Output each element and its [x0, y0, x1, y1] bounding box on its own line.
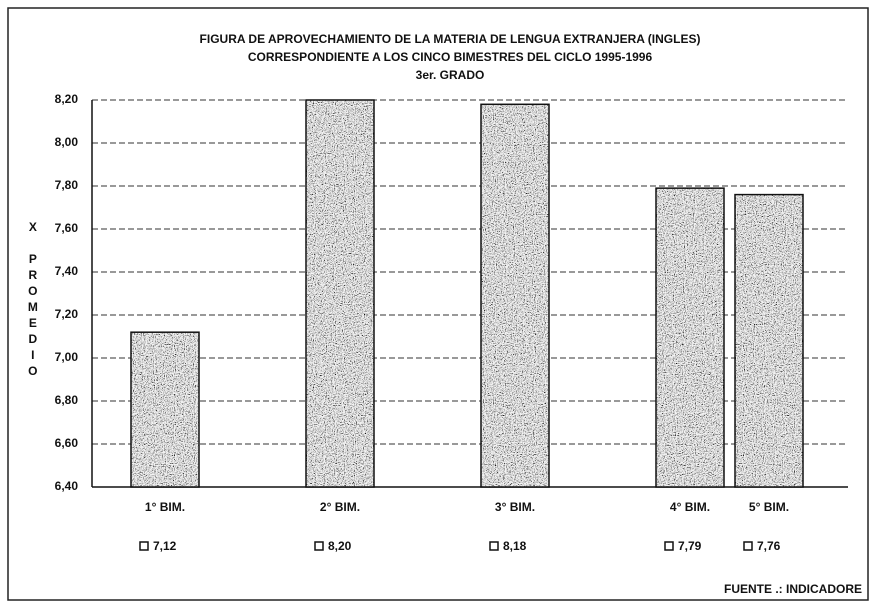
- y-axis-label: X PROMEDIO: [26, 220, 40, 380]
- bar: [305, 99, 375, 488]
- y-tick-label: 8,00: [55, 135, 79, 149]
- chart-title: CORRESPONDIENTE A LOS CINCO BIMESTRES DE…: [248, 50, 653, 64]
- bar-outline: [130, 331, 200, 488]
- bar-outline: [305, 99, 375, 488]
- value-label: 8,20: [328, 539, 352, 553]
- x-tick-label: 2° BIM.: [320, 500, 360, 514]
- y-tick-label: 6,80: [55, 393, 79, 407]
- y-tick-label: 7,60: [55, 221, 79, 235]
- source-note: FUENTE .: INDICADORE: [724, 582, 862, 596]
- legend-swatch: [743, 541, 753, 551]
- chart-title: FIGURA DE APROVECHAMIENTO DE LA MATERIA …: [200, 32, 701, 46]
- x-tick-label: 3° BIM.: [495, 500, 535, 514]
- bar-outline: [480, 103, 550, 488]
- bar-outline: [734, 193, 804, 488]
- value-label: 8,18: [503, 539, 527, 553]
- frame: [7, 7, 869, 601]
- y-tick-label: 6,60: [55, 436, 79, 450]
- bar: [480, 103, 550, 488]
- value-label: 7,79: [678, 539, 702, 553]
- x-tick-label: 5° BIM.: [749, 500, 789, 514]
- bar-outline: [655, 187, 725, 488]
- chart-title: 3er. GRADO: [416, 68, 485, 82]
- bar: [734, 193, 804, 488]
- y-tick-label: 7,00: [55, 350, 79, 364]
- bar: [130, 331, 200, 488]
- legend-swatch: [139, 541, 149, 551]
- value-label: 7,12: [153, 539, 177, 553]
- bar: [655, 187, 725, 488]
- y-tick-label: 7,80: [55, 178, 79, 192]
- legend-swatch: [314, 541, 324, 551]
- y-tick-label: 7,20: [55, 307, 79, 321]
- x-tick-label: 4° BIM.: [670, 500, 710, 514]
- y-tick-label: 8,20: [55, 92, 79, 106]
- y-tick-label: 7,40: [55, 264, 79, 278]
- value-label: 7,76: [757, 539, 781, 553]
- x-tick-label: 1° BIM.: [145, 500, 185, 514]
- y-tick-label: 6,40: [55, 479, 79, 493]
- legend-swatch: [664, 541, 674, 551]
- legend-swatch: [489, 541, 499, 551]
